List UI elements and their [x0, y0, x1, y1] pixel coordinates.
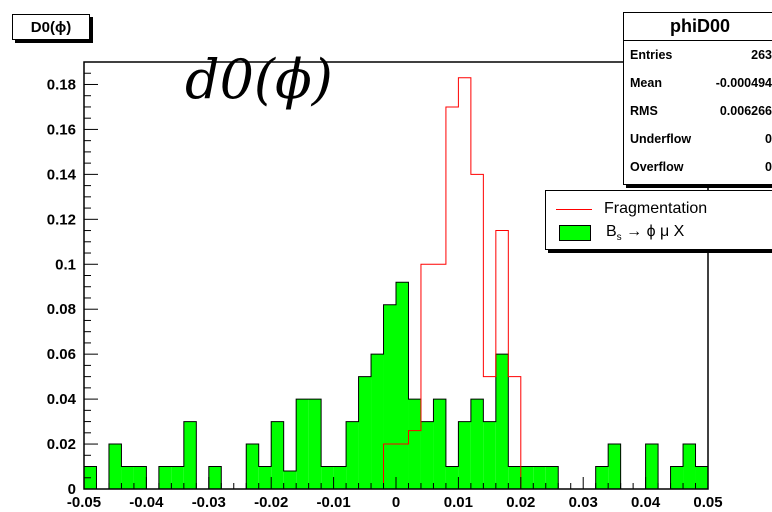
bs-bar [383, 304, 396, 489]
legend-entry-bs: Bs → ϕ μ X [546, 221, 684, 245]
bs-bar [458, 421, 471, 489]
bs-bar [121, 466, 134, 489]
x-tick-label: -0.04 [129, 494, 164, 511]
stats-value: 0.006266 [719, 104, 772, 118]
legend-fill-swatch [559, 225, 591, 241]
stats-label: Overflow [630, 160, 684, 174]
stats-value: 0 [765, 132, 772, 146]
bs-bar [533, 466, 546, 489]
x-tick-label: 0.03 [569, 494, 598, 511]
bs-bar [346, 421, 359, 489]
bs-bar [246, 444, 259, 489]
bs-bar [670, 466, 684, 489]
stats-label: Entries [630, 48, 673, 62]
stats-value: 263 [751, 48, 772, 62]
legend-label-fragmentation: Fragmentation [604, 200, 708, 217]
bs-bar [408, 399, 421, 489]
bs-bar [396, 282, 409, 489]
bs-bar [520, 466, 534, 489]
bs-bar [495, 354, 509, 489]
bs-bar [283, 471, 297, 489]
bs-bar [358, 376, 372, 489]
stats-name: phiD00 [624, 13, 772, 41]
bs-bar [258, 466, 272, 489]
x-tick-label: 0 [392, 494, 400, 511]
stats-row-rms: RMS 0.006266 [624, 97, 772, 125]
stats-row-entries: Entries 263 [624, 41, 772, 69]
x-tick-label: -0.02 [254, 494, 288, 511]
bs-bar [470, 399, 484, 489]
bs-bar [108, 444, 122, 489]
legend: Fragmentation Bs → ϕ μ X [545, 190, 772, 250]
bs-bar [333, 466, 347, 489]
stats-value: -0.000494 [715, 76, 772, 90]
bs-bar [483, 421, 496, 489]
bs-bar [321, 466, 334, 489]
bs-bar [158, 466, 172, 489]
histogram-title-box: D0(ϕ) [12, 14, 90, 40]
bs-bar [445, 466, 459, 489]
x-tick-label: 0.04 [631, 494, 661, 511]
stats-label: Mean [630, 76, 662, 90]
stats-row-mean: Mean -0.000494 [624, 69, 772, 97]
bs-bar [308, 399, 322, 489]
y-tick-label: 0.02 [47, 436, 76, 453]
y-tick-label: 0.12 [47, 211, 76, 228]
stats-value: 0 [765, 160, 772, 174]
bs-bar [433, 399, 446, 489]
bs-bar [508, 466, 521, 489]
stats-row-underflow: Underflow 0 [624, 125, 772, 153]
bs-bar [171, 466, 184, 489]
stats-row-overflow: Overflow 0 [624, 153, 772, 181]
y-tick-label: 0.18 [47, 76, 76, 93]
y-tick-label: 0.14 [47, 166, 77, 183]
bs-bar [371, 354, 384, 489]
x-tick-label: 0.01 [444, 494, 473, 511]
y-tick-label: 0.16 [47, 121, 76, 138]
y-tick-label: 0.06 [47, 346, 76, 363]
x-tick-label: 0.02 [506, 494, 535, 511]
y-tick-label: 0.08 [47, 301, 76, 318]
bs-bar [683, 444, 696, 489]
x-tick-label: -0.01 [316, 494, 350, 511]
legend-line-swatch [556, 208, 592, 210]
y-tick-label: 0.04 [47, 391, 77, 408]
bs-bar [133, 466, 147, 489]
bs-bar [296, 399, 309, 489]
histogram-title: D0(ϕ) [30, 18, 72, 36]
y-tick-label: 0.1 [55, 256, 76, 273]
x-tick-label: -0.03 [192, 494, 226, 511]
bs-bar [420, 421, 434, 489]
bs-bar [183, 421, 197, 489]
bs-bar [208, 466, 222, 489]
stats-box: phiD00 Entries 263 Mean -0.000494 RMS 0.… [623, 12, 772, 185]
bs-bar [608, 444, 621, 489]
x-tick-label: -0.05 [67, 494, 101, 511]
bs-bar [645, 444, 659, 489]
bs-series-outline [83, 281, 709, 490]
y-tick-label: 0 [68, 481, 76, 498]
x-tick-label: 0.05 [693, 494, 722, 511]
plot-label: d0(ϕ) [185, 48, 333, 111]
bs-bar [695, 466, 708, 489]
stats-label: RMS [630, 104, 658, 118]
bs-bar [271, 421, 284, 489]
bs-bar [595, 466, 609, 489]
stats-label: Underflow [630, 132, 692, 146]
legend-label-bs: Bs → ϕ μ X [606, 222, 685, 244]
legend-entry-fragmentation: Fragmentation [546, 197, 707, 221]
bs-bar [545, 466, 559, 489]
clipped-top-strip [0, 0, 772, 4]
